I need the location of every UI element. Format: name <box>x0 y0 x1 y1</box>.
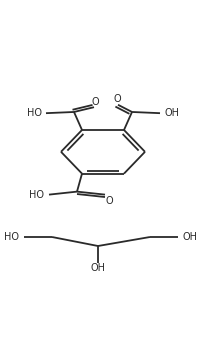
Text: O: O <box>113 95 120 105</box>
Text: HO: HO <box>29 190 44 200</box>
Text: HO: HO <box>5 232 19 242</box>
Text: OH: OH <box>90 263 105 273</box>
Text: O: O <box>105 196 112 206</box>
Text: HO: HO <box>26 108 41 118</box>
Text: OH: OH <box>182 232 197 242</box>
Text: O: O <box>91 97 98 107</box>
Text: OH: OH <box>164 108 179 118</box>
